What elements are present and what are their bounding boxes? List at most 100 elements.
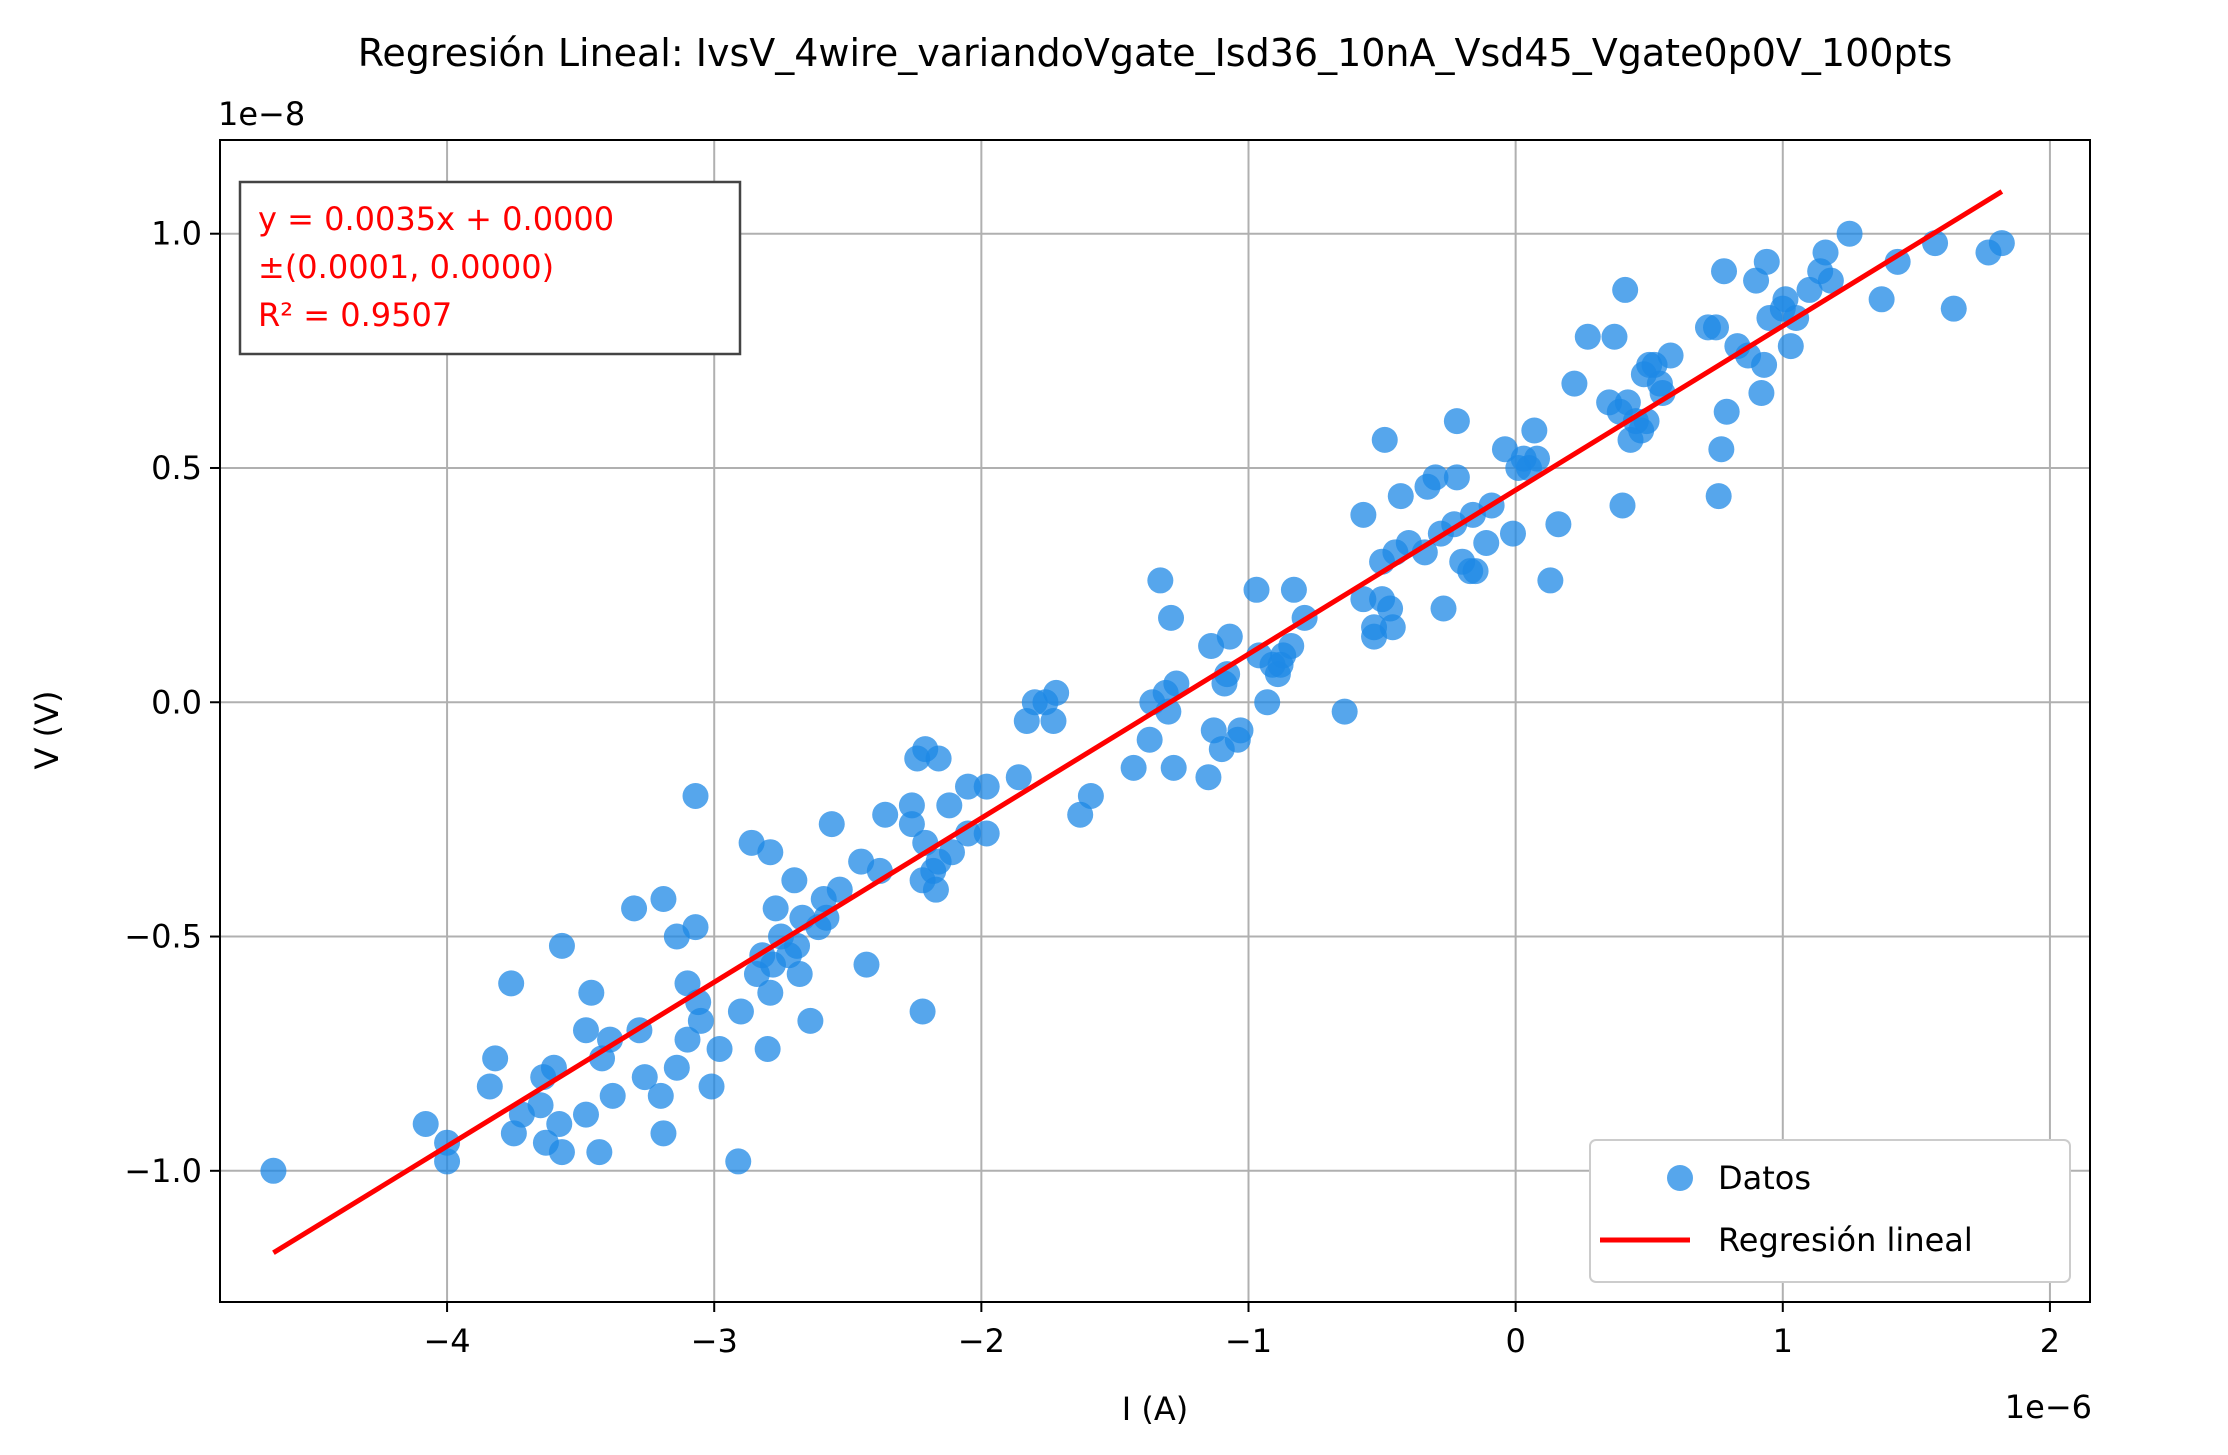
- y-tick-label: 1.0: [151, 215, 202, 253]
- data-point: [1711, 258, 1738, 285]
- data-point: [1521, 417, 1548, 444]
- data-point: [922, 876, 949, 903]
- data-point: [1524, 445, 1551, 472]
- x-axis-label: I (A): [1122, 1390, 1188, 1428]
- data-point: [1473, 529, 1500, 556]
- data-point: [898, 811, 925, 838]
- data-point: [1411, 539, 1438, 566]
- data-point: [599, 1082, 626, 1109]
- data-point: [1649, 380, 1676, 407]
- data-point: [527, 1092, 554, 1119]
- data-point: [1136, 726, 1163, 753]
- x-axis-offset-label: 1e−6: [2005, 1388, 2092, 1426]
- data-point: [1254, 689, 1281, 716]
- x-tick-label: −3: [691, 1322, 738, 1360]
- data-point: [1748, 380, 1775, 407]
- legend-label-regression: Regresión lineal: [1718, 1221, 1973, 1259]
- data-point: [578, 979, 605, 1006]
- data-point: [548, 932, 575, 959]
- data-point: [1422, 464, 1449, 491]
- data-point: [955, 773, 981, 800]
- data-point: [1601, 323, 1628, 350]
- data-point: [698, 1073, 725, 1100]
- data-point: [786, 961, 813, 988]
- data-point: [1243, 576, 1270, 603]
- data-point: [548, 1139, 575, 1166]
- data-point: [797, 1007, 824, 1034]
- data-point: [1499, 520, 1526, 547]
- data-point: [1158, 604, 1185, 631]
- data-point: [663, 1054, 690, 1081]
- data-point: [687, 1007, 714, 1034]
- data-point: [784, 932, 811, 959]
- data-point: [674, 1026, 701, 1053]
- data-point: [1430, 595, 1457, 622]
- x-tick-label: 0: [1505, 1322, 1525, 1360]
- data-point: [1612, 276, 1639, 303]
- x-tick-label: 2: [2040, 1322, 2060, 1360]
- data-point: [1147, 567, 1174, 594]
- data-point: [1812, 239, 1839, 266]
- data-point: [1561, 370, 1588, 397]
- data-point: [476, 1073, 503, 1100]
- data-point: [706, 1035, 733, 1062]
- data-point: [898, 792, 925, 819]
- data-point: [872, 801, 899, 828]
- data-point: [412, 1110, 439, 1137]
- regression-line-layer: [272, 189, 2004, 1255]
- legend: Datos Regresión lineal: [1589, 1139, 2071, 1283]
- data-point: [1574, 323, 1601, 350]
- data-point: [1657, 342, 1684, 369]
- data-point: [1387, 483, 1414, 510]
- data-point: [754, 1035, 781, 1062]
- data-point: [1777, 333, 1804, 360]
- data-point: [586, 1139, 613, 1166]
- axis-ticks: −4 −3 −2 −1 0 1 2 −1.0 −0.5 0.0 0.5 1.0: [124, 215, 2060, 1360]
- regression-line: [272, 189, 2004, 1255]
- data-point: [434, 1148, 461, 1175]
- stats-annotation: y = 0.0035x + 0.0000 ±(0.0001, 0.0000) R…: [238, 180, 742, 356]
- stats-equation: y = 0.0035x + 0.0000: [258, 200, 614, 238]
- data-point: [1195, 764, 1222, 791]
- data-point: [1043, 679, 1070, 706]
- data-point: [572, 1101, 599, 1128]
- data-point: [826, 876, 853, 903]
- data-point: [1350, 586, 1377, 613]
- data-point: [546, 1110, 573, 1137]
- x-tick-label: 1: [1773, 1322, 1793, 1360]
- data-point: [853, 951, 880, 978]
- x-tick-label: −1: [1225, 1322, 1272, 1360]
- data-point: [1227, 717, 1254, 744]
- data-point: [1940, 295, 1967, 322]
- y-tick-label: 0.5: [151, 449, 202, 487]
- data-point: [682, 782, 709, 809]
- data-point: [597, 1026, 624, 1053]
- data-point: [1163, 670, 1190, 697]
- data-point: [762, 895, 789, 922]
- data-point: [725, 1148, 752, 1175]
- data-point: [936, 792, 963, 819]
- data-point: [1751, 351, 1778, 378]
- data-point: [1005, 764, 1032, 791]
- data-point: [1350, 501, 1377, 528]
- data-point: [498, 970, 525, 997]
- chart-title: Regresión Lineal: IvsV_4wire_variandoVga…: [358, 31, 1953, 75]
- data-point: [1868, 286, 1895, 313]
- data-point: [647, 1082, 674, 1109]
- data-point: [572, 1017, 599, 1044]
- data-point: [1836, 220, 1863, 247]
- data-point: [1040, 708, 1067, 734]
- y-tick-label: −1.0: [124, 1152, 202, 1190]
- data-point: [1379, 614, 1406, 641]
- data-point: [682, 914, 709, 941]
- data-point: [1753, 248, 1780, 275]
- data-point: [1545, 511, 1572, 538]
- data-point: [1160, 754, 1187, 781]
- data-point: [1361, 614, 1388, 641]
- data-point: [1077, 782, 1104, 809]
- data-point: [621, 895, 648, 922]
- y-axis-label: V (V): [28, 691, 66, 770]
- x-tick-label: −4: [423, 1322, 470, 1360]
- data-point: [1708, 436, 1735, 463]
